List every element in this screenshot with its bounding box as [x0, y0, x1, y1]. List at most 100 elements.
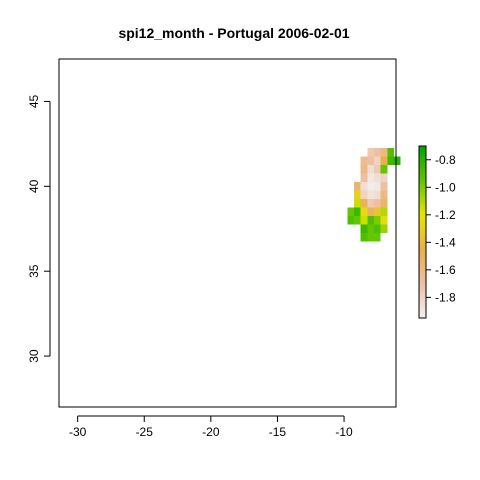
heatmap-cell [387, 156, 395, 166]
plot-frame [58, 58, 397, 408]
heatmap-cell [360, 224, 368, 233]
legend-color-step [419, 217, 426, 222]
heatmap-cell [380, 173, 388, 183]
legend-color-step [419, 206, 426, 210]
heatmap-cell [367, 190, 375, 200]
heatmap-cell [374, 216, 381, 225]
heatmap-cell [380, 165, 388, 174]
y-tick-label: 40 [27, 179, 41, 193]
heatmap-cell [394, 156, 401, 166]
legend-color-step [419, 275, 426, 279]
legend-tick-label: -0.8 [435, 153, 456, 167]
heatmap-cell [380, 216, 388, 225]
heatmap-cell [367, 165, 375, 174]
heatmap-cell [380, 199, 388, 208]
heatmap-cell [374, 233, 381, 242]
heatmap-cell [374, 224, 381, 233]
legend-color-step [419, 151, 426, 156]
legend-color-step [419, 292, 426, 296]
legend-color-step [419, 226, 426, 230]
legend-color-step [419, 229, 426, 233]
heatmap-cell [367, 199, 375, 208]
legend-color-step [419, 166, 426, 170]
y-tick-label: 45 [27, 94, 41, 108]
heatmap-cell [347, 207, 355, 217]
heatmap-cell [360, 190, 368, 200]
heatmap-cell [354, 207, 361, 217]
heatmap-cell [360, 182, 368, 191]
legend-color-step [419, 191, 426, 196]
legend-color-step [419, 243, 426, 247]
legend-color-step [419, 214, 426, 219]
plot-area [58, 58, 401, 408]
legend-color-step [419, 246, 426, 250]
x-tick-label: -10 [335, 425, 353, 439]
legend-color-step [419, 163, 426, 167]
legend-color-step [419, 254, 426, 259]
heatmap-cell [354, 199, 361, 208]
legend-color-step [419, 180, 426, 184]
legend-color-step [419, 194, 426, 199]
heatmap-cell [367, 156, 375, 166]
heatmap-cell [367, 182, 375, 191]
color-legend: -1.8 -1.6 -1.4 -1.2 -1.0 -0.8 [418, 145, 456, 319]
heatmap-cell [387, 148, 395, 157]
heatmap-cell [360, 156, 368, 166]
legend-color-step [419, 306, 426, 310]
legend-color-step [419, 148, 426, 153]
legend-color-step [419, 260, 426, 265]
legend-color-step [419, 280, 426, 285]
heatmap-cell [367, 233, 375, 242]
legend-color-step [419, 174, 426, 179]
legend-color-step [419, 272, 426, 276]
legend-color-step [419, 312, 426, 316]
legend-color-step [419, 237, 426, 242]
heatmap-cell [367, 224, 375, 233]
legend-color-step [419, 257, 426, 262]
legend-color-step [419, 297, 426, 302]
heatmap-cell [360, 165, 368, 174]
legend-color-step [419, 263, 426, 267]
heatmap-cell [360, 173, 368, 183]
heatmap-cell [380, 156, 388, 166]
heatmap-cell [374, 148, 381, 157]
y-tick-label: 30 [27, 349, 41, 363]
legend-color-step [419, 203, 426, 207]
x-tick-label: -15 [269, 425, 287, 439]
heatmap-cell [354, 182, 361, 191]
heatmap-cell [374, 207, 381, 217]
legend-color-step [419, 197, 426, 201]
heatmap-cell [367, 207, 375, 217]
legend-tick-label: -1.0 [435, 180, 456, 194]
legend-color-step [419, 286, 426, 290]
legend-color-step [419, 234, 426, 239]
heatmap-cell [354, 190, 361, 200]
heatmap-cell [360, 207, 368, 217]
legend-color-step [419, 200, 426, 204]
legend-color-step [419, 289, 426, 293]
legend-color-step [419, 252, 426, 256]
heatmap-cell [374, 190, 381, 200]
legend-color-step [419, 220, 426, 224]
heatmap-cell [367, 216, 375, 225]
legend-color-step [419, 157, 426, 161]
legend-color-step [419, 277, 426, 282]
legend-color-step [419, 171, 426, 176]
legend-color-step [419, 240, 426, 244]
legend-tick-label: -1.6 [435, 263, 456, 277]
heatmap-cell [360, 199, 368, 208]
chart-title: spi12_month - Portugal 2006-02-01 [118, 25, 349, 41]
legend-tick-label: -1.2 [435, 208, 456, 222]
x-tick-label: -25 [136, 425, 154, 439]
legend-color-step [419, 211, 426, 216]
heatmap-cell [380, 182, 388, 191]
legend-color-step [419, 160, 426, 164]
legend-tick-label: -1.4 [435, 235, 456, 249]
legend-color-step [419, 183, 426, 187]
heatmap-cell [380, 148, 388, 157]
heatmap-cell [360, 233, 368, 242]
heatmap-cell [367, 148, 375, 157]
legend-color-step [419, 249, 426, 253]
legend-color-step [419, 295, 426, 299]
y-tick-label: 35 [27, 264, 41, 278]
